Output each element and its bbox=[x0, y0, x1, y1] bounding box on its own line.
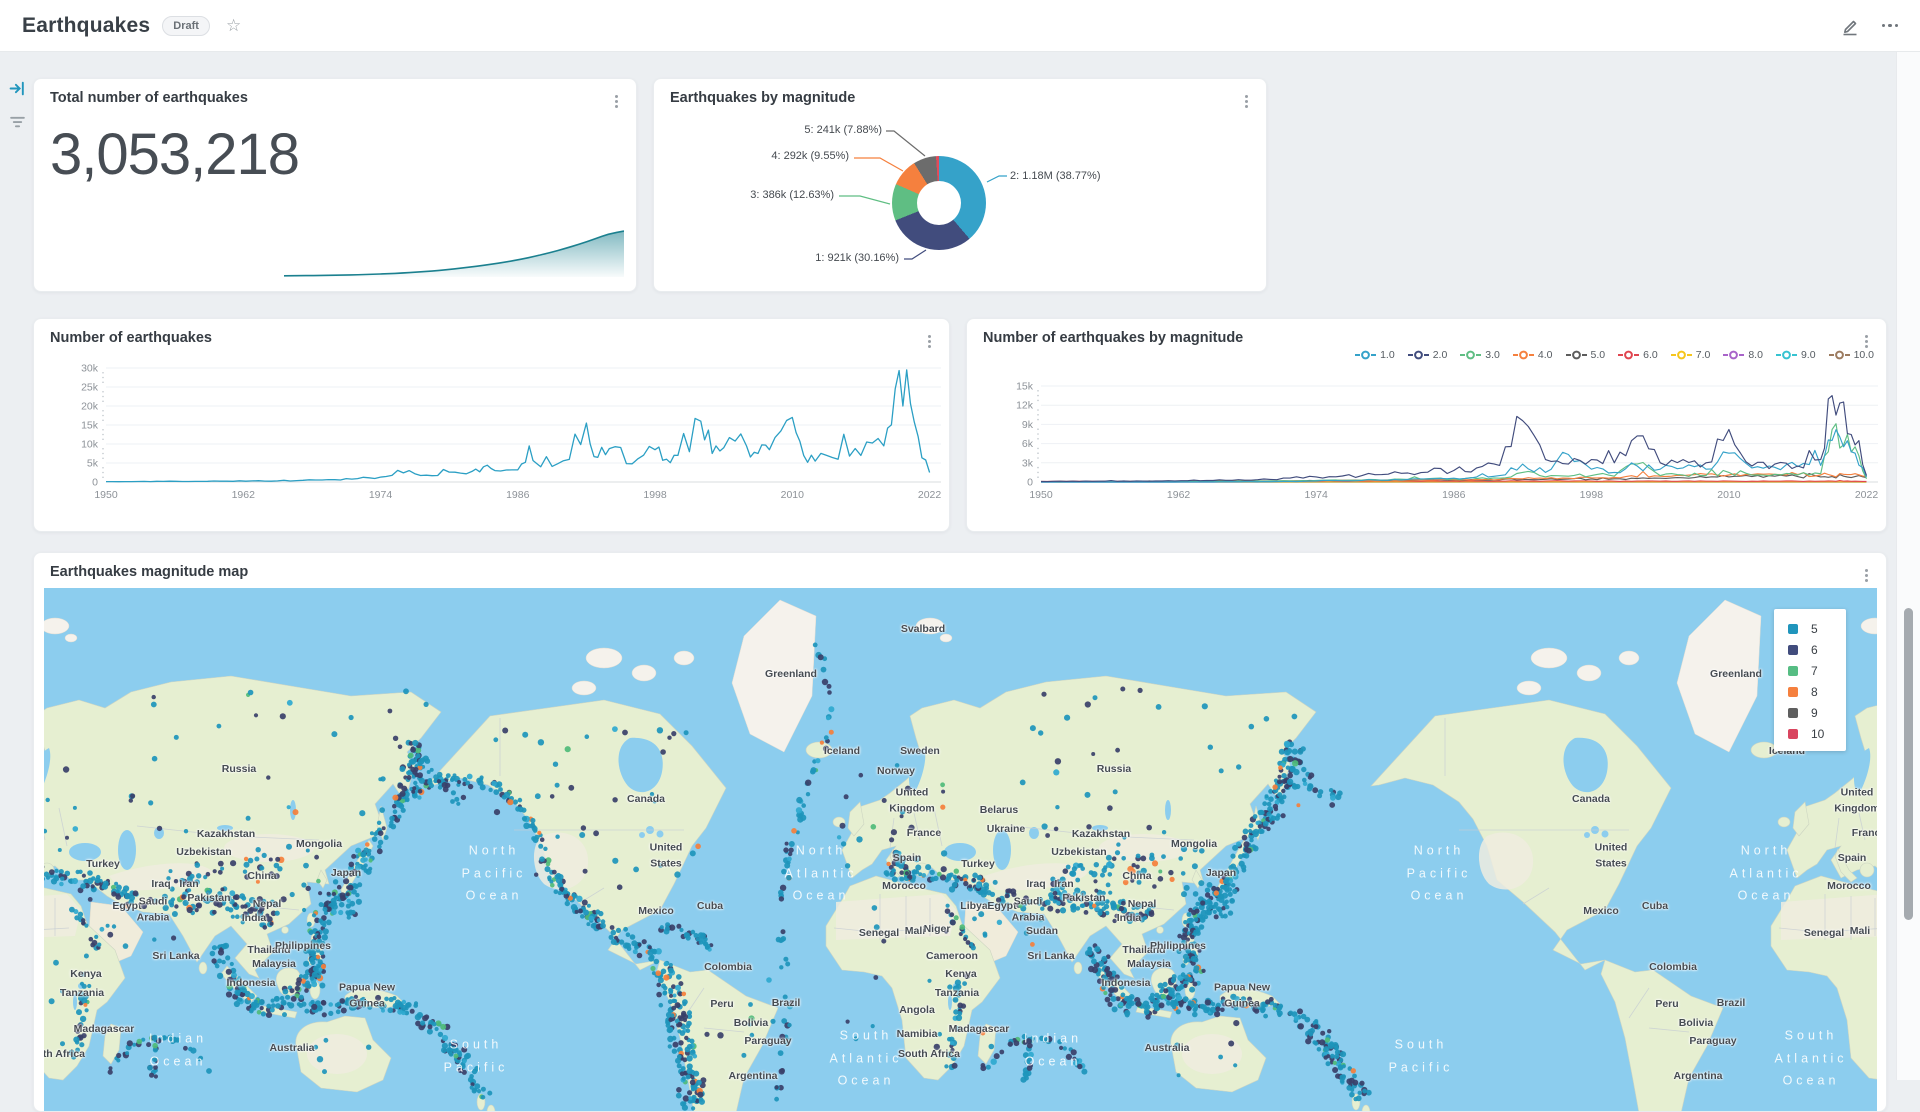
svg-text:15k: 15k bbox=[1016, 381, 1034, 393]
svg-text:2010: 2010 bbox=[1717, 489, 1741, 501]
side-rail bbox=[4, 80, 30, 146]
svg-text:1950: 1950 bbox=[1029, 489, 1053, 501]
map-legend-row: 6 bbox=[1788, 639, 1846, 660]
svg-text:1962: 1962 bbox=[1167, 489, 1191, 501]
card-title: Total number of earthquakes bbox=[50, 90, 248, 106]
expand-panel-icon[interactable] bbox=[9, 80, 26, 97]
status-badge: Draft bbox=[162, 16, 210, 36]
svg-text:0: 0 bbox=[92, 477, 98, 489]
more-options-icon[interactable] bbox=[1882, 24, 1899, 28]
svg-text:2010: 2010 bbox=[781, 489, 805, 501]
dashboard-title: Earthquakes bbox=[22, 14, 150, 38]
map-legend-row: 5 bbox=[1788, 618, 1846, 639]
svg-text:1950: 1950 bbox=[94, 489, 118, 501]
favorite-star-icon[interactable]: ☆ bbox=[226, 16, 241, 36]
donut-callout: 3: 386k (12.63%) bbox=[750, 189, 834, 201]
card-earthquakes-by-magnitude: Earthquakes by magnitude 2: 1.18M (38.77… bbox=[653, 78, 1267, 292]
map-canvas bbox=[44, 588, 1877, 1111]
svg-text:1962: 1962 bbox=[232, 489, 256, 501]
map-legend-row: 9 bbox=[1788, 702, 1846, 723]
svg-text:1986: 1986 bbox=[506, 489, 530, 501]
svg-text:10k: 10k bbox=[81, 439, 99, 451]
series-2.0 bbox=[1041, 396, 1867, 482]
svg-text:1974: 1974 bbox=[1304, 489, 1328, 501]
svg-text:2022: 2022 bbox=[918, 489, 942, 501]
svg-text:6k: 6k bbox=[1022, 438, 1034, 450]
svg-text:9k: 9k bbox=[1022, 419, 1034, 431]
svg-text:5k: 5k bbox=[87, 458, 99, 470]
line-chart-earthquakes[interactable]: 0 5k 10k 15k 20k 25k 30k 1950 1962 1974 1986 1998 20… bbox=[34, 319, 951, 533]
series-3.0 bbox=[1041, 424, 1867, 482]
world-map[interactable]: GreenlandGreenlandSvalbardIcelandIceland… bbox=[44, 588, 1877, 1111]
card-menu-kebab-icon[interactable] bbox=[1863, 565, 1871, 586]
scrollbar-thumb[interactable] bbox=[1904, 608, 1913, 920]
card-title: Earthquakes magnitude map bbox=[50, 564, 248, 580]
svg-text:15k: 15k bbox=[81, 420, 99, 432]
card-menu-kebab-icon[interactable] bbox=[613, 91, 621, 112]
svg-text:1998: 1998 bbox=[1580, 489, 1604, 501]
svg-text:1986: 1986 bbox=[1442, 489, 1466, 501]
edit-dashboard-icon[interactable] bbox=[1840, 16, 1860, 36]
axes: 0 5k 10k 15k 20k 25k 30k 1950 1962 1974 1986 1998 20… bbox=[81, 363, 941, 502]
map-legend-row: 7 bbox=[1788, 660, 1846, 681]
svg-text:1974: 1974 bbox=[369, 489, 393, 501]
map-legend-row: 8 bbox=[1788, 681, 1846, 702]
map-legend-row: 10 bbox=[1788, 723, 1846, 744]
card-title: Earthquakes by magnitude bbox=[670, 90, 855, 106]
svg-text:3k: 3k bbox=[1022, 457, 1034, 469]
axes: 0 3k 6k 9k 12k 15k 1950 1962 1974 1986 1998 2010 202… bbox=[1016, 381, 1878, 502]
donut-chart[interactable] bbox=[892, 156, 986, 250]
series-4.0 bbox=[1041, 472, 1867, 482]
app-header: Earthquakes Draft ☆ bbox=[0, 0, 1920, 52]
svg-text:30k: 30k bbox=[81, 363, 99, 375]
line-chart-by-magnitude[interactable]: 0 3k 6k 9k 12k 15k 1950 1962 1974 1986 1998 2010 202… bbox=[967, 319, 1888, 533]
svg-text:20k: 20k bbox=[81, 401, 99, 413]
svg-text:12k: 12k bbox=[1016, 400, 1034, 412]
svg-text:1998: 1998 bbox=[643, 489, 667, 501]
donut-callout: 5: 241k (7.88%) bbox=[804, 124, 882, 136]
card-earthquakes-magnitude-map: Earthquakes magnitude map bbox=[33, 552, 1887, 1112]
svg-text:0: 0 bbox=[1027, 477, 1033, 489]
card-menu-kebab-icon[interactable] bbox=[1243, 91, 1251, 112]
donut-callout: 4: 292k (9.55%) bbox=[771, 150, 849, 162]
card-total-earthquakes: Total number of earthquakes 3,053,218 bbox=[33, 78, 637, 292]
svg-text:25k: 25k bbox=[81, 382, 99, 394]
donut-callout: 1: 921k (30.16%) bbox=[815, 252, 899, 264]
filter-icon[interactable] bbox=[9, 113, 26, 130]
svg-text:2022: 2022 bbox=[1855, 489, 1879, 501]
kpi-trend-sparkline[interactable] bbox=[284, 227, 624, 279]
kpi-value: 3,053,218 bbox=[50, 121, 299, 188]
donut-callout: 2: 1.18M (38.77%) bbox=[1010, 170, 1101, 182]
scrollbar-track[interactable] bbox=[1896, 52, 1920, 1080]
